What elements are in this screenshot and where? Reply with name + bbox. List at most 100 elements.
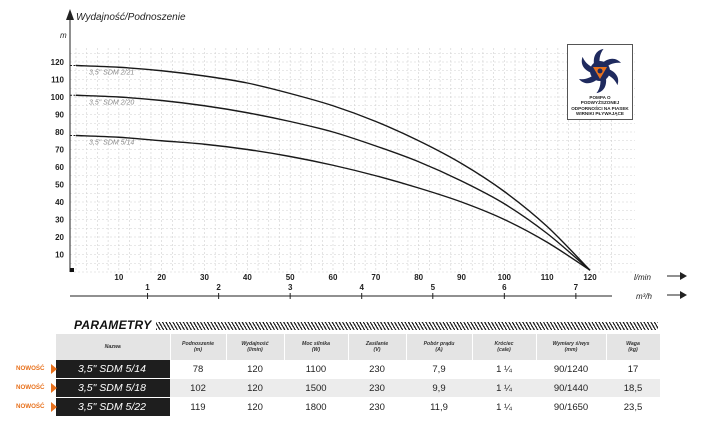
col-header-unit: (mm) <box>564 347 578 353</box>
cell-current: 9,9 <box>406 378 472 398</box>
model-name: 3,5" SDM 5/14 <box>78 363 146 375</box>
new-badge-arrow <box>51 383 57 393</box>
col-header-label: Nazwa <box>104 344 121 350</box>
col-header-unit: (cale) <box>497 347 511 353</box>
series-label-2: 3,5" SDM 2/20 <box>89 99 134 106</box>
col-header-label: Moc silnika <box>302 341 330 347</box>
cell-dims: 90/1440 <box>536 378 606 398</box>
sand-resistant-logo: POMPA O PODWYŻSZONEJ ODPORNOŚCI NA PIASE… <box>567 44 633 120</box>
params-header-row: Nazwa Podnoszenie (m) Wydajność (l/min) Moc s… <box>56 334 661 360</box>
model-name-cell: 3,5" SDM 5/18 <box>56 378 170 398</box>
y-tick-label: 80 <box>55 128 64 137</box>
x2-tick-label: 6 <box>502 283 507 292</box>
y-tick-label: 110 <box>51 76 64 85</box>
col-header-unit: (V) <box>373 347 381 353</box>
params-hatch-decoration <box>156 322 658 330</box>
x2-arrow-head <box>680 291 687 299</box>
series-line-1 <box>75 64 591 271</box>
col-header-label: Króciec <box>494 341 514 347</box>
y-tick-label: 70 <box>55 146 64 155</box>
cell-head: 119 <box>170 397 226 417</box>
cell-weight: 18,5 <box>606 378 660 398</box>
chart-series: 3,5" SDM 2/21 3,5" SDM 2/20 3,5" SDM 5/14 <box>70 64 591 271</box>
col-header: Króciec (cale) <box>472 334 537 360</box>
logo-caption: POMPA O PODWYŻSZONEJ ODPORNOŚCI NA PIASE… <box>571 95 629 117</box>
model-name-cell: 3,5" SDM 5/14 <box>56 360 170 379</box>
x2-axis-label: m³/h <box>636 292 653 301</box>
series-label-1: 3,5" SDM 2/21 <box>89 70 134 77</box>
x2-tick-label: 7 <box>574 283 579 292</box>
x-axis-label: l/min <box>634 273 651 282</box>
cell-power: 1800 <box>284 397 348 417</box>
col-header: Wydajność (l/min) <box>226 334 285 360</box>
origin-marker <box>70 268 74 272</box>
col-header-label: Wydajność <box>241 341 269 347</box>
performance-chart: 10 20 30 40 50 60 70 80 90 100 110 120 10 20 30 40 50 60 7… <box>51 9 687 301</box>
table-row: 3,5" SDM 5/14 78 120 1100 230 7,9 1 ¼ 90/1240 17 <box>56 360 660 379</box>
x-tick-label: 50 <box>286 273 295 282</box>
model-name: 3,5" SDM 5/22 <box>78 401 146 413</box>
params-table: Nazwa Podnoszenie (m) Wydajność (l/min) Moc s… <box>56 334 661 417</box>
col-header-label: Wymiary ś/wys <box>552 341 590 347</box>
cell-voltage: 230 <box>348 397 406 417</box>
y-tick-label: 90 <box>55 111 64 120</box>
y-tick-label: 40 <box>55 198 64 207</box>
y-tick-label: 120 <box>51 58 65 67</box>
cell-dims: 90/1650 <box>536 397 606 417</box>
col-header: Podnoszenie (m) <box>170 334 227 360</box>
col-header-unit: (l/min) <box>247 347 263 353</box>
params-body: 3,5" SDM 5/14 78 120 1100 230 7,9 1 ¼ 90/1240 17… <box>56 360 660 417</box>
impeller-icon <box>579 48 621 94</box>
new-badge-text: NOWOŚĆ <box>16 365 45 372</box>
cell-weight: 23,5 <box>606 397 660 417</box>
x-tick-label: 20 <box>157 273 166 282</box>
col-header-label: Pobór prądu <box>423 341 455 347</box>
y-tick-label: 100 <box>51 93 65 102</box>
chart-grid <box>70 48 635 273</box>
x-tick-label: 120 <box>583 273 597 282</box>
secondary-x-axis: 1 2 3 4 5 6 7 <box>145 283 579 299</box>
new-badge: NOWOŚĆ <box>0 362 57 376</box>
cell-outlet: 1 ¼ <box>472 397 536 417</box>
x2-tick-label: 3 <box>288 283 293 292</box>
new-badge-arrow <box>51 364 57 374</box>
x2-tick-label: 4 <box>359 283 364 292</box>
new-badge: NOWOŚĆ <box>0 381 57 395</box>
col-header-label: Zasilanie <box>365 341 389 347</box>
cell-flow: 120 <box>226 378 284 398</box>
cell-voltage: 230 <box>348 378 406 398</box>
y-tick-label: 50 <box>55 181 64 190</box>
col-header-label: Podnoszenie <box>182 341 214 347</box>
y-tick-label: 30 <box>55 216 64 225</box>
y-tick-label: 10 <box>55 251 64 260</box>
cell-dims: 90/1240 <box>536 360 606 379</box>
col-header: Wymiary ś/wys (mm) <box>536 334 607 360</box>
chart-ticks: 10 20 30 40 50 60 70 80 90 100 110 120 10 20 30 40 50 60 7… <box>51 58 598 282</box>
new-badge-text: NOWOŚĆ <box>16 403 45 410</box>
y-tick-label: 60 <box>55 163 64 172</box>
new-badge: NOWOŚĆ <box>0 400 57 414</box>
x-tick-label: 100 <box>498 273 512 282</box>
x2-tick-label: 1 <box>145 283 150 292</box>
col-header: Waga (kg) <box>606 334 661 360</box>
x-tick-label: 40 <box>243 273 252 282</box>
cell-outlet: 1 ¼ <box>472 378 536 398</box>
cell-current: 7,9 <box>406 360 472 379</box>
col-header-unit: (A) <box>435 347 443 353</box>
cell-voltage: 230 <box>348 360 406 379</box>
x-tick-label: 30 <box>200 273 209 282</box>
y-axis-arrow <box>66 9 74 20</box>
cell-head: 78 <box>170 360 226 379</box>
chart-axes <box>66 9 687 299</box>
cell-flow: 120 <box>226 360 284 379</box>
cell-head: 102 <box>170 378 226 398</box>
x-arrow-head <box>680 272 687 280</box>
x-tick-label: 70 <box>371 273 380 282</box>
col-header-label: Waga <box>626 341 640 347</box>
x-tick-label: 10 <box>114 273 123 282</box>
cell-power: 1500 <box>284 378 348 398</box>
params-header: PARAMETRY <box>60 318 660 332</box>
y-axis-label: m <box>60 31 67 40</box>
model-name: 3,5" SDM 5/18 <box>78 382 146 394</box>
series-line-3 <box>75 134 591 271</box>
